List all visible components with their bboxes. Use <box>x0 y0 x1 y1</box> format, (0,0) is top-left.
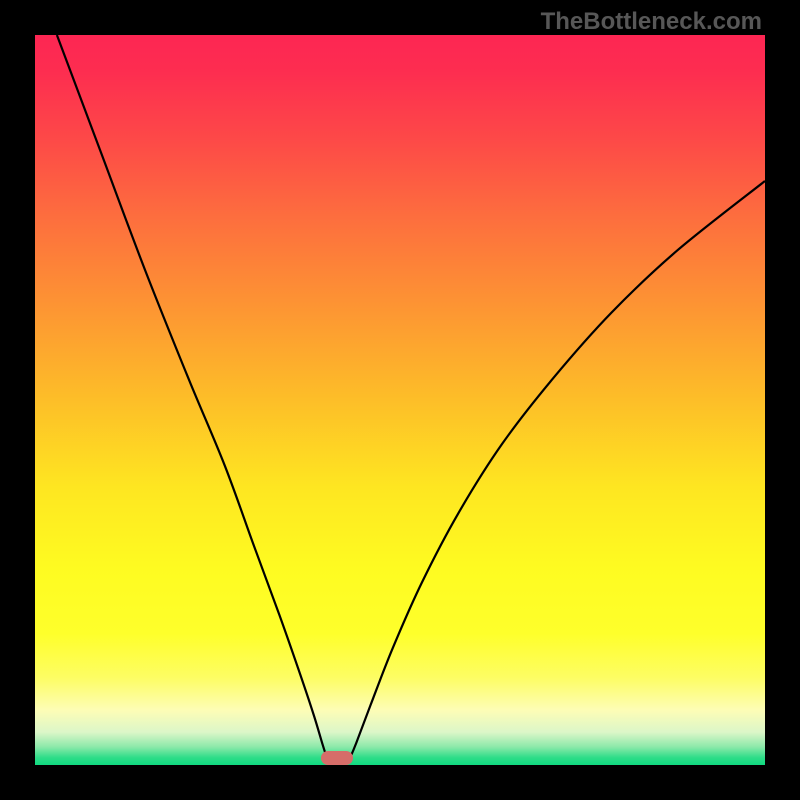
plot-area <box>35 35 765 765</box>
optimal-range-marker <box>321 751 353 765</box>
gradient-rect <box>35 35 765 765</box>
chart-container: TheBottleneck.com <box>0 0 800 800</box>
watermark-label: TheBottleneck.com <box>541 8 762 36</box>
gradient-background <box>35 35 765 765</box>
